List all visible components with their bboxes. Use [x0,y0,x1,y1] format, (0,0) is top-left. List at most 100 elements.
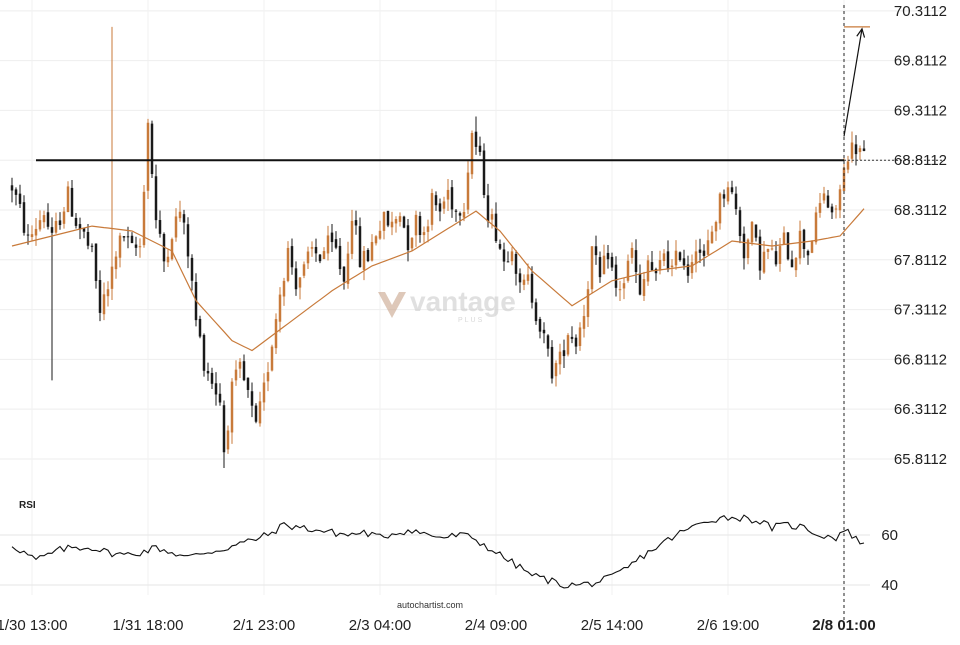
candle-body [382,211,386,231]
candle [710,225,714,244]
candle-body [326,235,330,254]
candle [618,280,622,302]
projection-arrowhead [856,27,866,38]
candle [690,254,694,279]
candle [286,241,290,283]
time-axis: 1/30 13:00 1/31 18:00 2/1 23:00 2/3 04:00 2/… [0,617,876,634]
candle [754,224,758,242]
vantage-logo-icon [378,292,406,318]
candle [406,219,410,262]
candle [782,226,786,246]
candle [322,247,326,260]
candle [466,161,470,215]
candle-body [858,148,862,153]
candle [182,209,186,235]
candle [446,178,450,212]
moving-average-line [11,208,865,352]
candle [502,242,506,272]
candle [14,187,18,206]
watermark-brand: vantage [410,286,516,317]
candle-body [694,251,698,264]
candle-body [838,189,842,211]
candle-body [514,253,518,274]
candle-body [554,363,558,377]
candle [390,211,394,236]
candle-body [54,220,58,233]
candle [202,333,206,377]
candle [806,249,810,265]
candle-body [246,377,250,390]
price-tick-label: 68.3112 [894,202,947,219]
candle-body [626,260,630,281]
candle-body [30,234,34,238]
candle [694,239,698,273]
candle [662,249,666,267]
candle [830,203,834,220]
candle [274,313,278,355]
candle [606,245,610,269]
vantage-watermark: vantage PLUS [378,286,516,324]
candle-body [586,289,590,318]
candle [602,244,606,275]
candle [706,229,710,255]
candle-body [398,216,402,222]
candle [630,242,634,264]
candle-body [234,369,238,381]
candle [154,164,158,229]
candle-body [850,142,854,159]
candle [726,181,730,205]
price-tick-label: 69.3112 [894,102,947,119]
candle [622,278,626,300]
candle-body [454,210,458,212]
candle-body [430,193,434,225]
candle [730,180,734,195]
candle-body [238,361,242,369]
candle-body [86,231,90,246]
candle [354,210,358,235]
candle-body [822,193,826,201]
candle [474,116,478,155]
candle-body [466,172,470,210]
candle-body [642,279,646,296]
candle-body [566,335,570,355]
candle-body [470,132,474,175]
candle-body [162,233,166,262]
candle-body [278,294,282,322]
candle-body [174,216,178,238]
candle [838,184,842,219]
candle-body [446,189,450,200]
candle [234,360,238,386]
time-tick-label: 1/31 18:00 [113,617,184,634]
candle [58,212,62,230]
candle-body [702,250,706,256]
candle [282,277,286,306]
candle [454,209,458,222]
price-tick-label: 66.3112 [894,401,947,418]
candle [442,196,446,214]
candle [34,217,38,246]
candle [802,228,806,258]
candle-body [10,185,14,191]
candle [510,247,514,266]
candle [10,177,14,203]
candle-body [110,266,114,289]
candle [722,189,726,208]
candle-body [754,224,758,238]
price-tick-label: 68.8112 [894,152,947,169]
candle-body [78,224,82,229]
candle [222,400,226,469]
candle [278,287,282,333]
candle [270,344,274,372]
candle [366,248,370,263]
candle [102,282,106,321]
candle-body [602,255,606,275]
candle-body [674,250,678,266]
candle [778,238,782,272]
candle-body [94,243,98,281]
candle-body [590,246,594,290]
candle [718,192,722,230]
candle-body [522,279,526,285]
candle [586,281,590,327]
candle [438,198,442,222]
candle [534,298,538,325]
